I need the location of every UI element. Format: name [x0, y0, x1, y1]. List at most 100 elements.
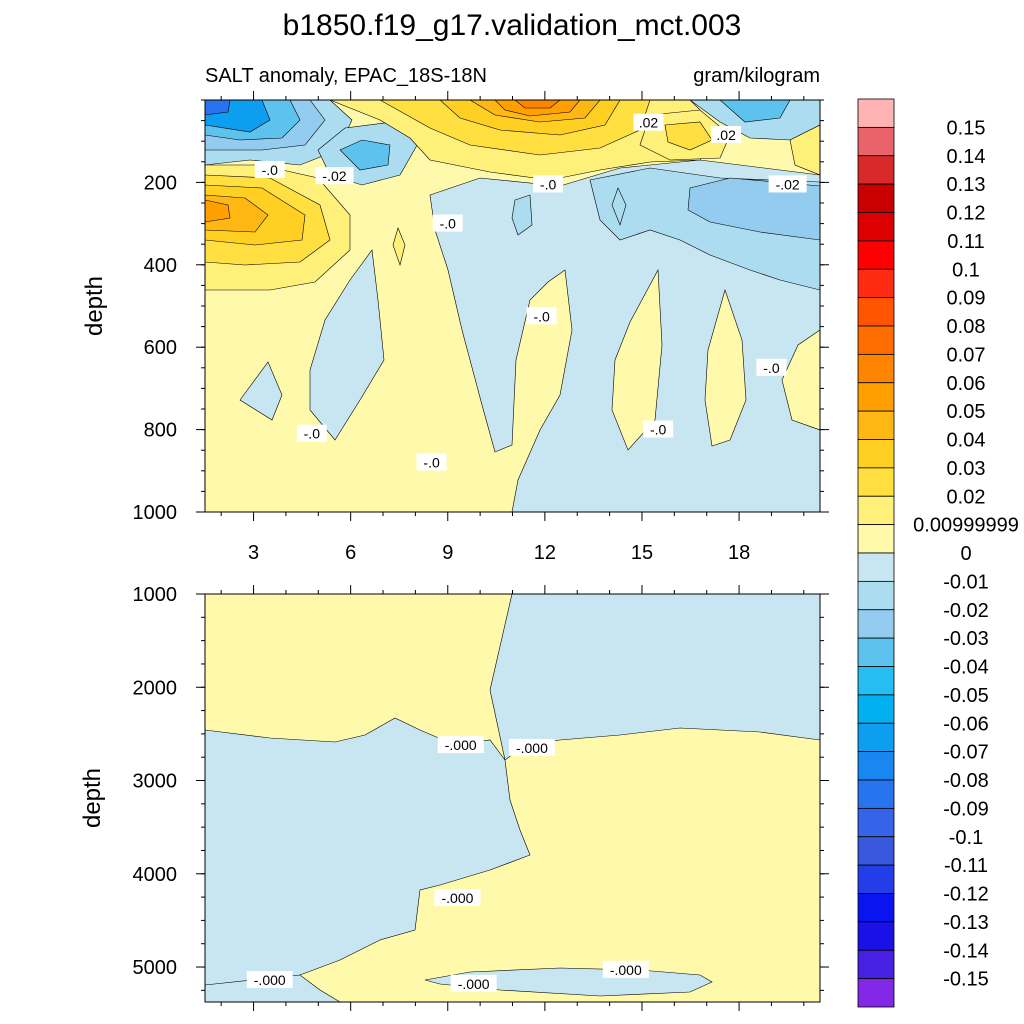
colorbar-swatch [857, 212, 895, 242]
colorbar-swatch [857, 495, 895, 526]
colorbar-swatch [857, 552, 895, 582]
field-pos-north-east-03 [664, 121, 713, 151]
colorbar-label: 0.12 [947, 203, 986, 225]
colorbar-swatch [857, 666, 895, 696]
contour-label-text: -.0 [533, 308, 550, 324]
colorbar-label: 0.04 [947, 430, 986, 452]
contour-label-text: -.000 [516, 740, 548, 756]
colorbar: 0.15 0.14 0.13 0.12 0.11 0.1 0.09 0.08 0.07 0.06 0… [857, 98, 1019, 1008]
colorbar-label: -0.14 [943, 940, 989, 962]
colorbar-label: 0.08 [947, 316, 986, 338]
colorbar-label: 0.02 [947, 486, 986, 508]
contour-label: -.000 [508, 738, 555, 756]
field-neg-02-spot [611, 187, 627, 226]
contour-label-bg [508, 738, 555, 756]
chart-subtitle-right: gram/kilogram [693, 65, 820, 87]
field-neg-03-east [687, 177, 820, 241]
y-tick-label: 600 [144, 337, 177, 359]
colorbar-label: 0.13 [947, 174, 986, 196]
contour-label-text: -.0 [423, 455, 440, 471]
contour-label-text: -.000 [254, 972, 286, 988]
y-tick-label: 1000 [133, 502, 178, 524]
colorbar-swatch [857, 382, 895, 412]
contour-label: -.0 [254, 161, 285, 179]
x-tick-label: 12 [534, 542, 556, 564]
contour-label-text: -.000 [610, 962, 642, 978]
y-tick-label: 1000 [133, 584, 178, 606]
contour-label-bg [450, 974, 497, 992]
colorbar-label: -0.09 [943, 798, 989, 820]
lower-tick-marks [196, 585, 829, 1011]
colorbar-swatch [857, 155, 895, 185]
contour-label: -.000 [434, 889, 481, 907]
colorbar-label: 0.05 [947, 401, 986, 423]
contour-label-bg [254, 161, 285, 179]
y-tick-label: 200 [144, 172, 177, 194]
upper-x-tick-labels: 3 6 9 12 15 18 [248, 542, 750, 564]
colorbar-swatch [857, 524, 895, 554]
contour-label-text: .02 [639, 115, 659, 131]
field-neg-nw-08 [205, 100, 231, 116]
contour-label-text: -.000 [445, 737, 477, 753]
colorbar-swatch [857, 126, 895, 157]
contour-label-bg [416, 453, 447, 471]
x-tick-label: 15 [631, 542, 653, 564]
y-tick-label: 5000 [133, 957, 178, 979]
chart-subtitle-left: SALT anomaly, EPAC_18S-18N [205, 65, 487, 87]
colorbar-swatch [857, 836, 895, 866]
upper-y-tick-labels: 200 400 600 800 1000 [133, 172, 178, 524]
colorbar-swatch [857, 439, 895, 469]
contour-label: -.000 [246, 971, 293, 989]
contour-label: -.02 [315, 167, 354, 185]
contour-label-bg [711, 126, 742, 144]
colorbar-swatch [857, 467, 895, 497]
colorbar-swatch [857, 694, 895, 724]
contour-label-bg [633, 113, 664, 131]
colorbar-swatch [857, 949, 895, 980]
contour-label-text: -.02 [322, 168, 346, 184]
colorbar-label: -0.02 [943, 600, 989, 622]
lower-y-tick-labels: 1000 2000 3000 4000 5000 [133, 584, 178, 979]
colorbar-swatch [857, 921, 895, 951]
colorbar-label: -0.06 [943, 713, 989, 735]
colorbar-swatch [857, 353, 895, 384]
lower-contour-labels: -.000 -.000 -.000 -.000 -.000 -.000 [246, 736, 649, 992]
chart-title: b1850.f19_g17.validation_mct.003 [283, 9, 742, 42]
contour-label-text: .02 [716, 127, 736, 143]
colorbar-swatches [857, 98, 895, 1008]
contour-label-bg [437, 736, 484, 754]
field-neg-upper-east [489, 594, 820, 761]
y-tick-label: 3000 [133, 771, 178, 793]
field-pos-west-06 [205, 199, 231, 223]
contour-label-bg [526, 307, 557, 325]
contour-label: -.0 [526, 307, 557, 325]
colorbar-swatch [857, 978, 895, 1008]
field-pos-lobe-18 [704, 288, 747, 447]
upper-contour-panel: 3 6 9 12 15 18 200 400 600 800 1000 -.0 -.02 .02 .02… [81, 91, 829, 564]
x-tick-label: 9 [442, 542, 453, 564]
contour-label-text: -.0 [763, 360, 780, 376]
y-tick-label: 2000 [133, 677, 178, 699]
colorbar-swatch [857, 410, 895, 440]
contour-label: -.000 [602, 960, 649, 978]
field-pos-lobe-east [781, 329, 820, 431]
field-neg-small-3 [239, 361, 283, 421]
colorbar-swatch [857, 183, 895, 213]
upper-tick-marks [196, 91, 829, 521]
colorbar-label: 0.15 [947, 117, 986, 139]
field-neg-02-mid [511, 194, 533, 236]
field-pos-far-east [789, 124, 820, 176]
colorbar-label: -0.04 [943, 657, 989, 679]
x-tick-label: 3 [248, 542, 259, 564]
contour-label-text: -.000 [442, 890, 474, 906]
colorbar-swatch [857, 807, 895, 838]
colorbar-label: -0.01 [943, 571, 989, 593]
contour-label: -.000 [450, 974, 497, 992]
contour-label: -.0 [296, 424, 327, 442]
colorbar-swatch [857, 751, 895, 781]
colorbar-swatch [857, 609, 895, 639]
x-tick-label: 18 [728, 542, 750, 564]
contour-label: -.0 [756, 358, 787, 376]
colorbar-swatch [857, 580, 895, 611]
